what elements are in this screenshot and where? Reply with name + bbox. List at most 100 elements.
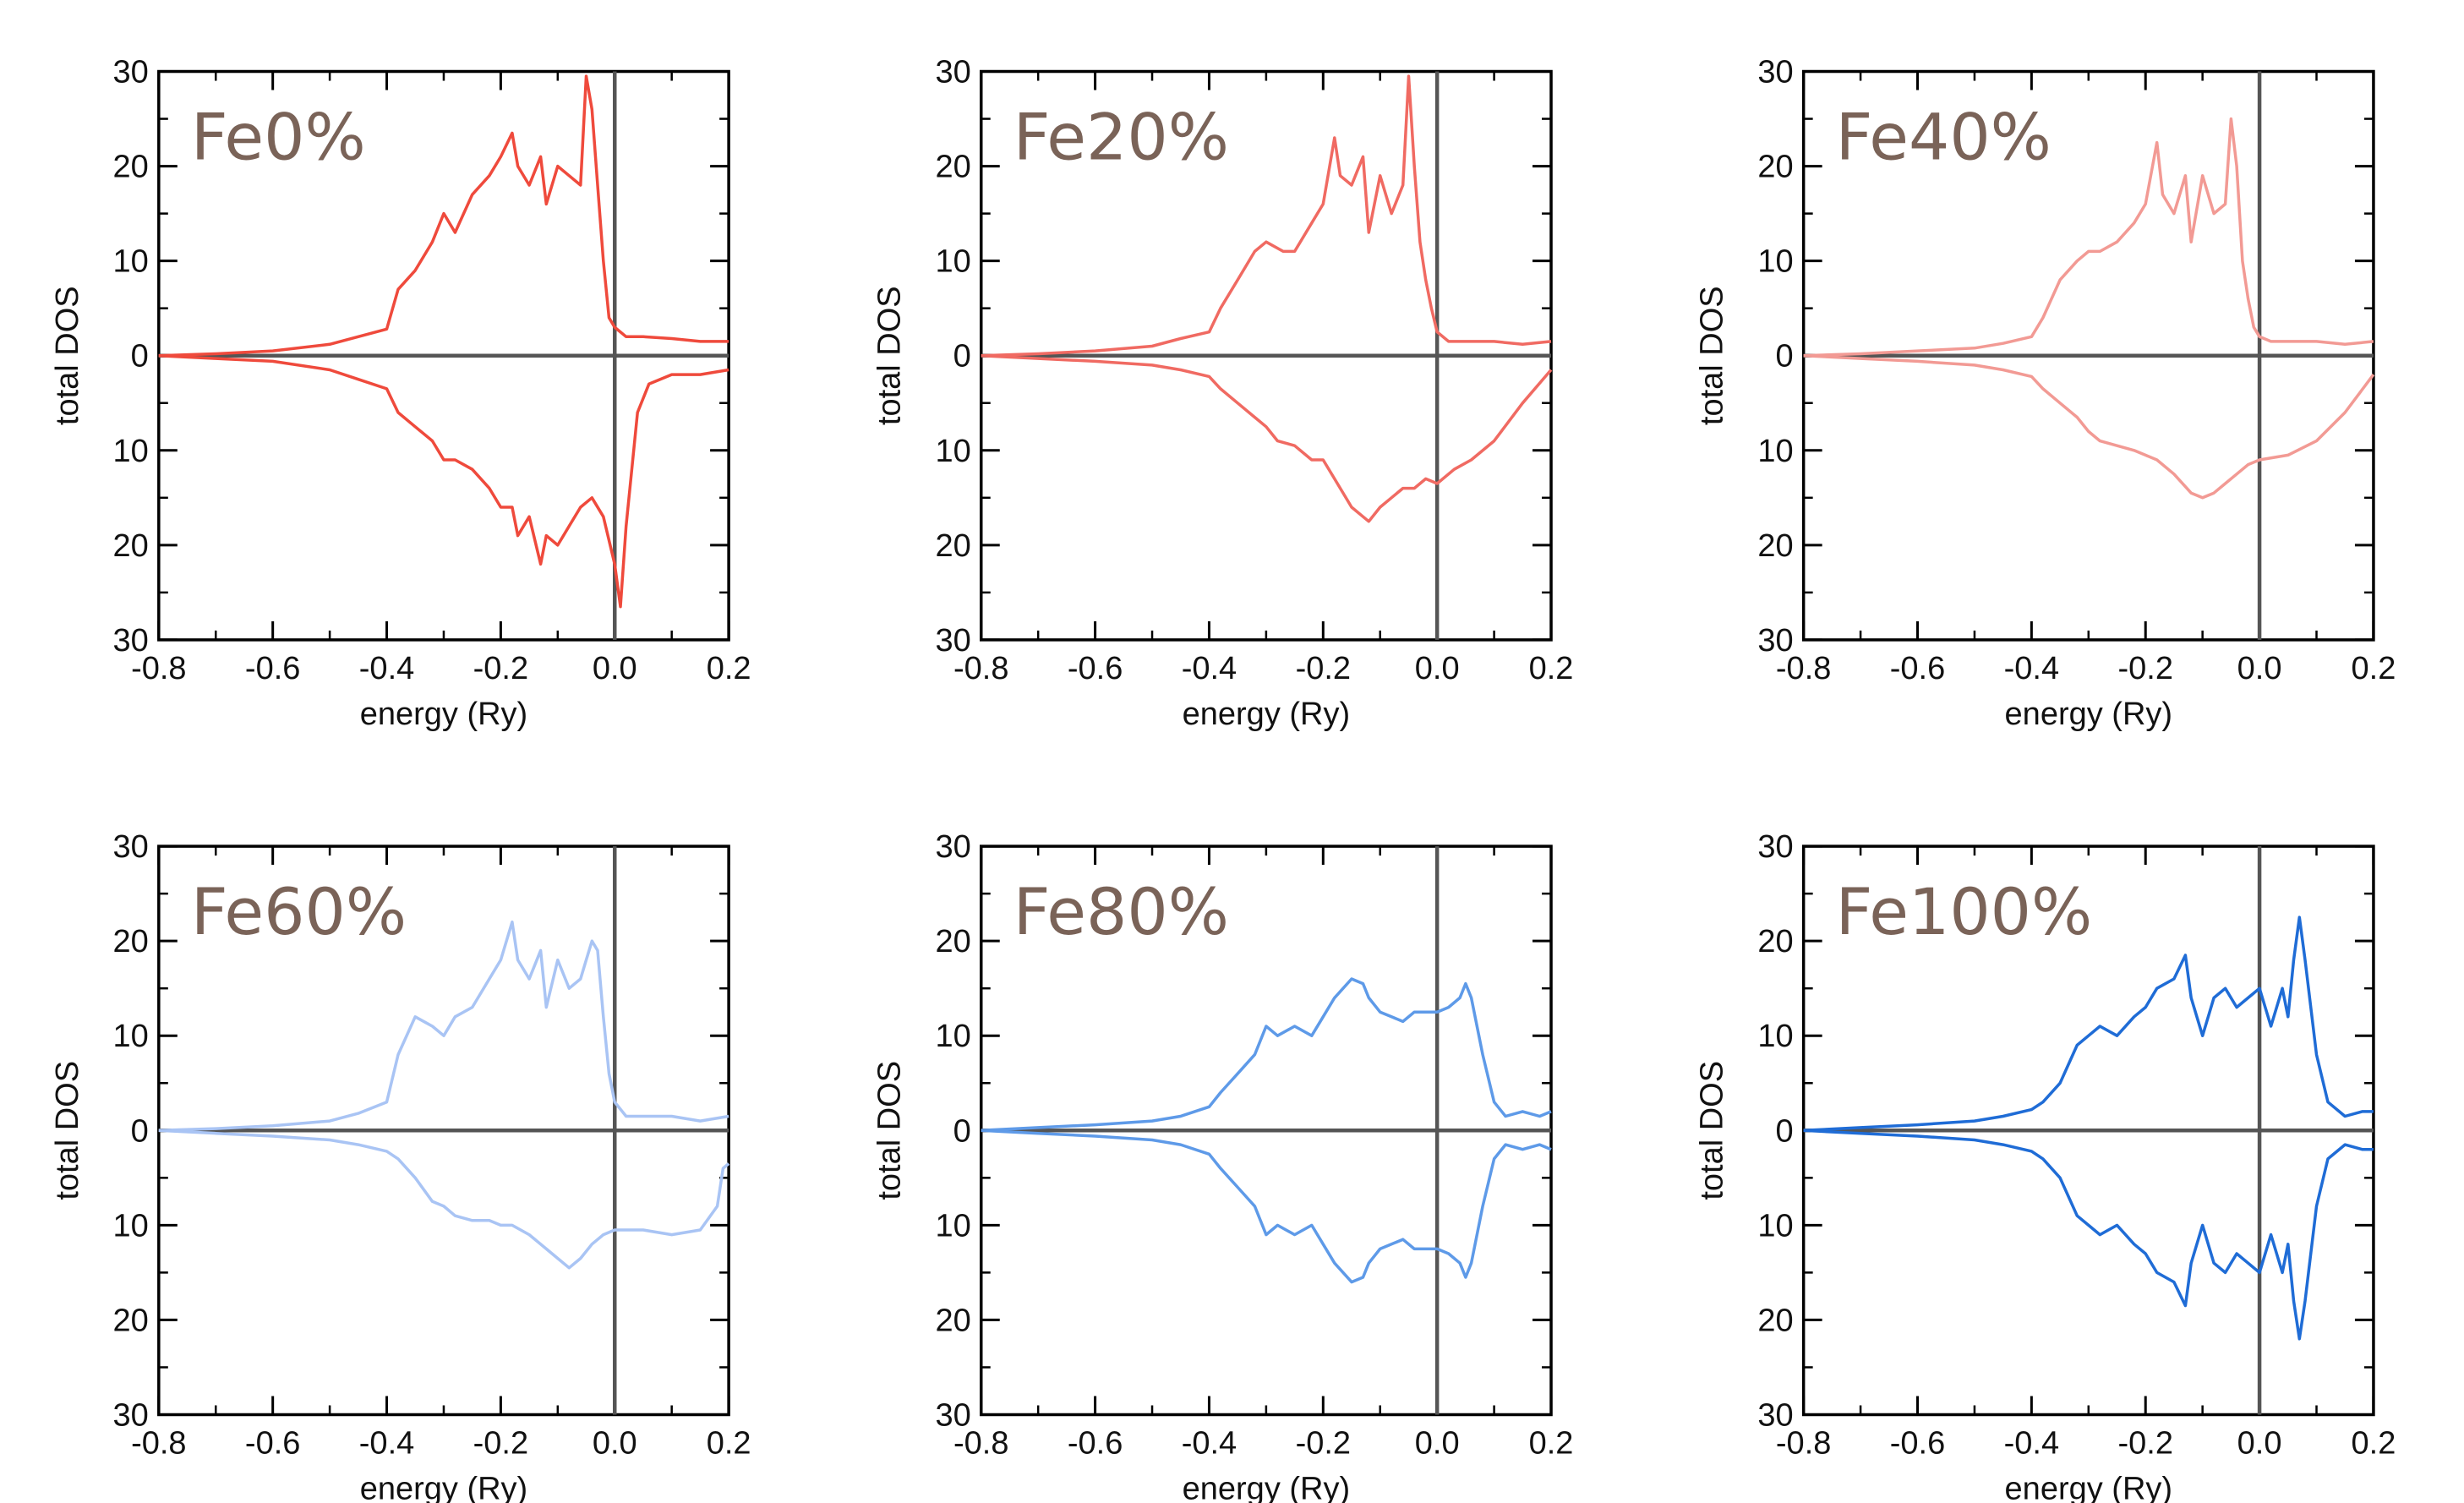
x-axis-title: energy (Ry) [1183, 697, 1351, 732]
x-tick-label: -0.2 [473, 1425, 528, 1461]
x-tick-label: -0.6 [245, 651, 300, 686]
y-axis-title: total DOS [1695, 286, 1730, 425]
x-axis-title: energy (Ry) [2005, 1471, 2173, 1503]
x-tick-label: -0.8 [131, 1425, 186, 1461]
x-tick-label: -0.2 [2117, 651, 2172, 686]
y-tick-label: 20 [113, 924, 149, 959]
y-tick-label: 30 [935, 1397, 970, 1433]
y-tick-label: 10 [1757, 434, 1793, 469]
spin-up-dos-line [158, 74, 729, 358]
x-tick-label: -0.6 [1068, 651, 1123, 686]
y-tick-label: 30 [113, 55, 149, 90]
composition-label: Fe100% [1836, 874, 2093, 949]
x-tick-label: 0.0 [593, 651, 637, 686]
x-tick-label: 0.2 [2352, 651, 2396, 686]
x-axis-title: energy (Ry) [1183, 1471, 1351, 1503]
spin-down-dos-line [981, 353, 1553, 523]
x-tick-label: -0.8 [131, 651, 186, 686]
x-tick-label: -0.6 [1890, 651, 1945, 686]
spin-down-dos-line [981, 1129, 1552, 1284]
y-axis-title: total DOS [50, 1061, 85, 1200]
composition-label: Fe40% [1836, 100, 2052, 175]
y-axis-title: total DOS [1695, 1061, 1730, 1200]
y-axis-title: total DOS [872, 1061, 908, 1200]
spin-up-dos-line [1803, 915, 2374, 1133]
y-axis-title: total DOS [872, 286, 908, 425]
x-tick-label: 0.0 [593, 1425, 637, 1461]
y-tick-label: 20 [1757, 1303, 1793, 1338]
y-tick-label: 10 [1757, 244, 1793, 280]
y-tick-label: 10 [113, 1208, 149, 1243]
x-tick-label: 0.2 [707, 651, 751, 686]
y-tick-label: 0 [131, 339, 149, 374]
y-tick-label: 20 [935, 528, 970, 564]
y-tick-label: 20 [935, 150, 970, 185]
x-tick-label: 0.2 [707, 1425, 751, 1461]
y-tick-label: 30 [935, 623, 970, 659]
composition-label: Fe80% [1013, 874, 1229, 949]
x-tick-label: -0.4 [359, 1425, 414, 1461]
x-tick-label: -0.4 [2004, 1425, 2059, 1461]
y-tick-label: 30 [113, 829, 149, 865]
x-tick-label: 0.2 [1529, 1425, 1574, 1461]
x-tick-label: 0.0 [1415, 1425, 1460, 1461]
y-tick-label: 0 [131, 1113, 149, 1149]
y-axis-title: total DOS [50, 286, 85, 425]
y-tick-label: 20 [113, 528, 149, 564]
x-tick-label: -0.8 [1776, 1425, 1831, 1461]
x-tick-label: -0.2 [1296, 1425, 1351, 1461]
y-tick-label: 30 [1757, 829, 1793, 865]
y-tick-label: 30 [1757, 623, 1793, 659]
x-tick-label: -0.6 [1890, 1425, 1945, 1461]
y-tick-label: 10 [113, 244, 149, 280]
x-tick-label: -0.2 [2117, 1425, 2172, 1461]
y-tick-label: 20 [935, 1303, 970, 1338]
y-tick-label: 0 [953, 339, 971, 374]
y-tick-label: 30 [113, 623, 149, 659]
spin-up-dos-line [981, 74, 1552, 358]
composition-label: Fe60% [191, 874, 407, 949]
y-tick-label: 0 [1776, 1113, 1794, 1149]
y-tick-label: 20 [1757, 150, 1793, 185]
x-tick-label: -0.6 [245, 1425, 300, 1461]
x-tick-label: 0.2 [1529, 651, 1574, 686]
x-tick-label: -0.4 [1182, 1425, 1237, 1461]
spin-down-dos-line [1803, 353, 2375, 500]
y-tick-label: 30 [1757, 1397, 1793, 1433]
x-tick-label: 0.0 [2237, 651, 2282, 686]
spin-up-dos-line [158, 920, 729, 1133]
y-tick-label: 10 [935, 244, 970, 280]
y-tick-label: 30 [935, 55, 970, 90]
y-tick-label: 20 [113, 1303, 149, 1338]
y-tick-label: 10 [113, 1019, 149, 1054]
x-axis-title: energy (Ry) [360, 697, 528, 732]
y-tick-label: 0 [1776, 339, 1794, 374]
x-tick-label: -0.4 [359, 651, 414, 686]
x-tick-label: 0.2 [2352, 1425, 2396, 1461]
y-tick-label: 10 [935, 1019, 970, 1054]
x-tick-label: 0.0 [2237, 1425, 2282, 1461]
y-tick-label: 20 [1757, 924, 1793, 959]
x-tick-label: 0.0 [1415, 651, 1460, 686]
y-tick-label: 10 [113, 434, 149, 469]
x-tick-label: -0.4 [2004, 651, 2059, 686]
spin-up-dos-line [1803, 117, 2374, 358]
y-tick-label: 30 [113, 1397, 149, 1433]
y-tick-label: 10 [1757, 1208, 1793, 1243]
x-tick-label: -0.2 [473, 651, 528, 686]
x-tick-label: -0.8 [953, 651, 1008, 686]
composition-label: Fe20% [1013, 100, 1229, 175]
spin-down-dos-line [158, 1129, 730, 1270]
y-tick-label: 20 [113, 150, 149, 185]
spin-down-dos-line [1803, 1129, 2374, 1341]
y-tick-label: 10 [935, 434, 970, 469]
x-tick-label: -0.4 [1182, 651, 1237, 686]
x-tick-label: -0.2 [1296, 651, 1351, 686]
y-tick-label: 10 [1757, 1019, 1793, 1054]
spin-down-dos-line [158, 353, 729, 609]
